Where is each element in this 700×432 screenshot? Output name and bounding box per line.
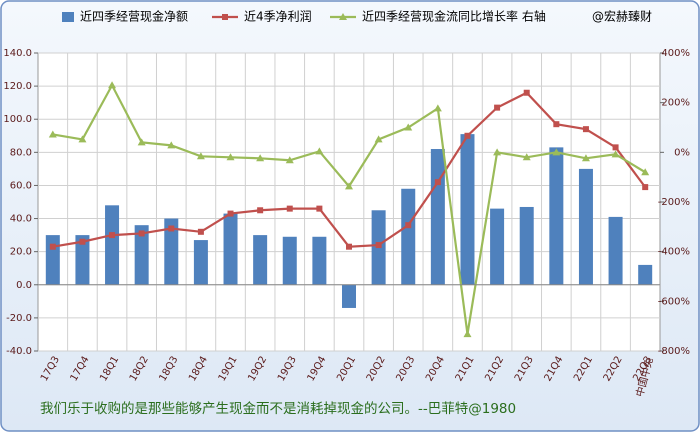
y2-tick-label: -400% [658,247,690,258]
watermark: @宏赫臻财 [592,9,652,24]
point [611,150,620,158]
point [109,232,116,239]
point [78,135,87,143]
bar [282,236,297,285]
bar [460,134,475,285]
point [197,228,204,235]
point [108,81,117,89]
point [48,130,57,138]
y-tick-label: 100.0 [3,114,32,125]
point [286,205,293,212]
point [257,207,264,214]
bar [45,235,60,285]
y-tick-label: 0.0 [16,280,32,291]
point [582,126,589,133]
bar [253,235,268,285]
y2-tick-label: -200% [658,197,690,208]
point [464,132,471,139]
point [434,179,441,186]
bar [401,188,416,285]
bar [578,168,593,285]
point [641,168,650,176]
bar [608,216,623,285]
point [522,153,531,161]
point [433,104,442,112]
point [374,135,383,143]
y-tick-label: 60.0 [10,180,32,191]
bar [549,147,564,285]
point [404,123,413,131]
legend-label: 近四季经营现金净额 [80,9,188,24]
bar [193,240,208,285]
point [49,243,56,250]
legend-label: 近四季经营现金流同比增长率 右轴 [362,9,546,24]
footer-quote: 我们乐于收购的是那些能够产生现金而不是消耗掉现金的公司。--巴菲特@1980 [40,401,516,417]
y-tick-label: -20.0 [6,313,32,324]
point [405,222,412,229]
point [196,152,205,160]
point [463,330,472,338]
y2-tick-label: 400% [661,48,690,59]
bar [223,213,238,285]
bar [105,205,120,285]
bar [490,208,505,285]
bar [638,264,653,285]
y2-tick-label: 200% [661,98,690,109]
point [256,154,265,162]
legend-label: 近4季净利润 [244,10,312,24]
point [167,141,176,149]
point [227,210,234,217]
y-tick-label: 120.0 [3,81,32,92]
point [346,243,352,250]
point [138,230,145,237]
bar [75,235,90,285]
point [612,144,619,151]
point [523,89,530,96]
point [642,184,649,191]
bar [312,236,327,285]
legend-marker [222,14,228,20]
point [581,154,590,162]
y2-tick-label: -600% [658,296,690,307]
point [285,156,294,164]
point [375,242,382,249]
point [345,182,353,190]
y-tick-label: 40.0 [10,214,32,225]
point [137,138,146,146]
legend-swatch [62,12,74,22]
y-tick-label: 20.0 [10,247,32,258]
bar [342,284,356,308]
point [168,225,175,232]
bar [430,149,445,285]
point [315,147,324,155]
bar [164,218,179,285]
legend-marker [339,13,347,20]
y-tick-label: 80.0 [10,147,32,158]
point [552,148,561,156]
y-tick-label: 140.0 [3,48,32,59]
point [316,205,323,212]
y-tick-label: -40.0 [6,346,32,357]
y2-tick-label: 0% [674,147,690,158]
y2-tick-label: -800% [658,346,690,357]
point [79,238,86,245]
point [493,148,502,156]
point [494,104,501,111]
point [553,121,560,128]
bar [519,206,534,285]
bar [134,225,149,285]
point [226,153,235,161]
